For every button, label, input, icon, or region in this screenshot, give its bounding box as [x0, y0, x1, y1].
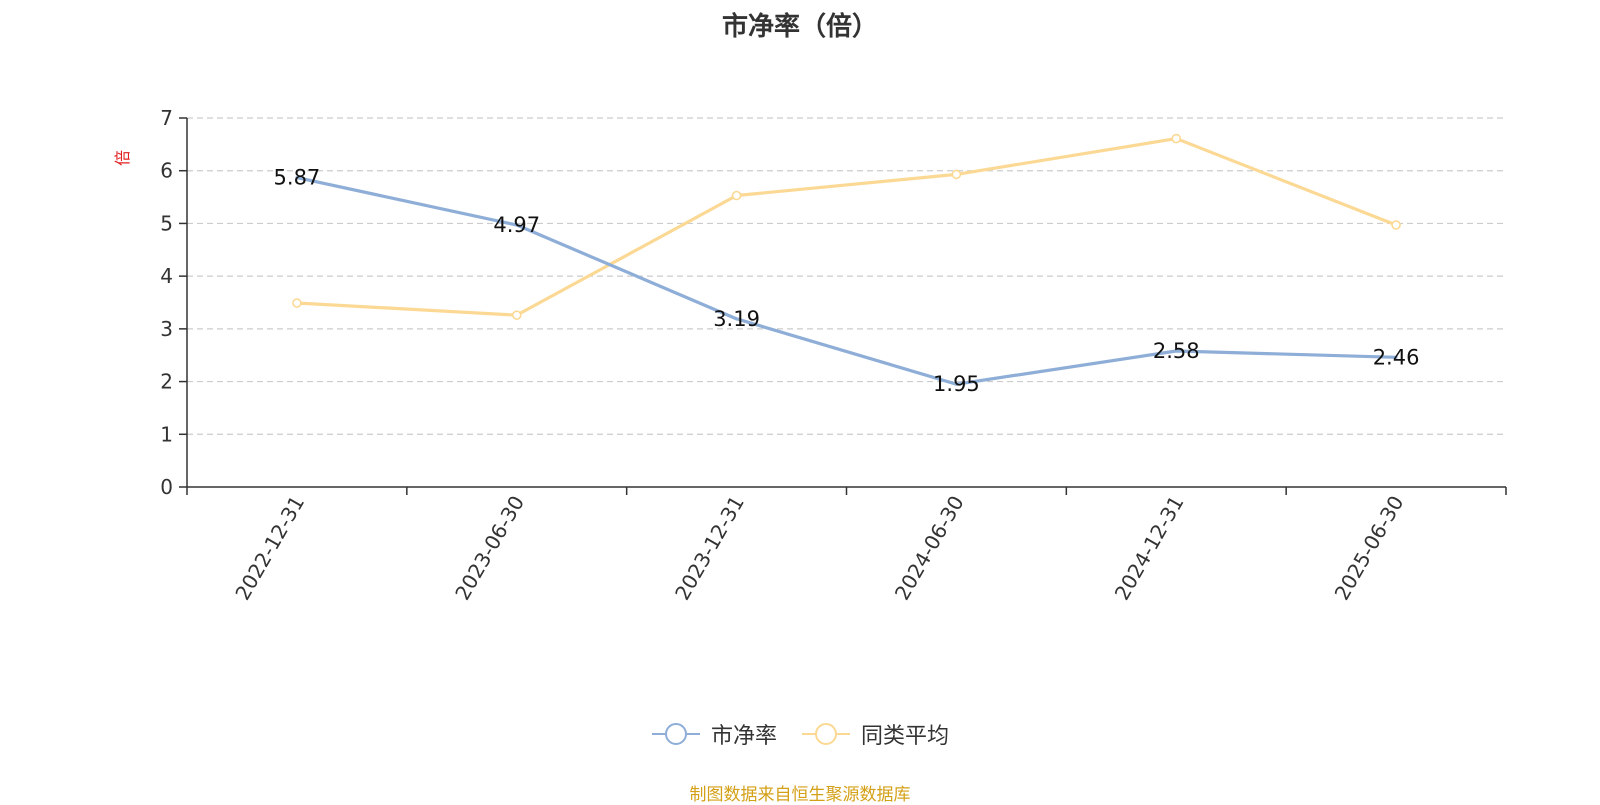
y-tick-label: 6: [160, 159, 173, 183]
y-tick-label: 1: [160, 422, 173, 446]
legend: 市净率 同类平均: [0, 718, 1600, 750]
pb-point: [735, 317, 739, 321]
x-tick-label: 2023-06-30: [450, 492, 529, 605]
y-tick-label: 0: [160, 475, 173, 499]
data-label: 2.58: [1153, 339, 1200, 363]
pb-point: [954, 382, 958, 386]
data-label: 4.97: [493, 213, 540, 237]
grid-lines: [187, 117, 1506, 435]
pb-point: [1174, 349, 1178, 353]
peer-average-point: [1391, 220, 1401, 230]
legend-label: 同类平均: [861, 724, 950, 749]
data-label: 2.46: [1373, 345, 1420, 369]
x-tick-label: 2022-12-31: [230, 492, 309, 605]
x-tick-label: 2024-06-30: [890, 492, 969, 605]
y-tick-label: 3: [160, 317, 173, 341]
peer-average-point: [731, 190, 742, 201]
y-axis-label: 倍: [113, 150, 132, 166]
data-labels: 5.87 4.97 3.19 1.95 2.58 2.46: [274, 166, 1420, 397]
peer-average-point: [511, 310, 522, 320]
legend-item-pb[interactable]: 市净率: [651, 718, 777, 750]
source-note: 制图数据来自恒生聚源数据库: [689, 785, 911, 805]
y-tick-label: 5: [160, 211, 173, 235]
legend-label: 市净率: [710, 724, 777, 749]
x-tick-label: 2023-12-31: [670, 492, 749, 605]
pb-point: [1394, 355, 1398, 359]
peer-average-point: [1171, 133, 1182, 144]
data-label: 3.19: [713, 307, 760, 331]
chart-title: 市净率（倍）: [721, 12, 878, 42]
data-label: 1.95: [933, 372, 980, 396]
peer-average-point: [292, 298, 302, 308]
legend-item-peer-average[interactable]: 同类平均: [801, 718, 949, 750]
series-lines: [292, 133, 1401, 386]
y-tick-label: 4: [160, 264, 173, 288]
pb-point: [295, 176, 299, 180]
x-tick-label: 2024-12-31: [1110, 492, 1189, 605]
peer-average-line: [296, 136, 1397, 317]
y-tick-label: 7: [160, 106, 173, 130]
peer-average-point: [951, 169, 962, 180]
y-tick-label: 2: [160, 370, 173, 394]
pb-line: [296, 176, 1397, 386]
x-tick-label: 2025-06-30: [1330, 492, 1409, 605]
data-label: 5.87: [274, 166, 321, 190]
legend-line-circle-icon: [651, 723, 700, 745]
legend-line-circle-icon: [802, 723, 850, 745]
pb-point: [515, 223, 519, 227]
line-chart: 0 1 2 3 4 5 6 7 2022-12-31 2023-06-30 2023-12-31 20…: [113, 106, 1507, 605]
